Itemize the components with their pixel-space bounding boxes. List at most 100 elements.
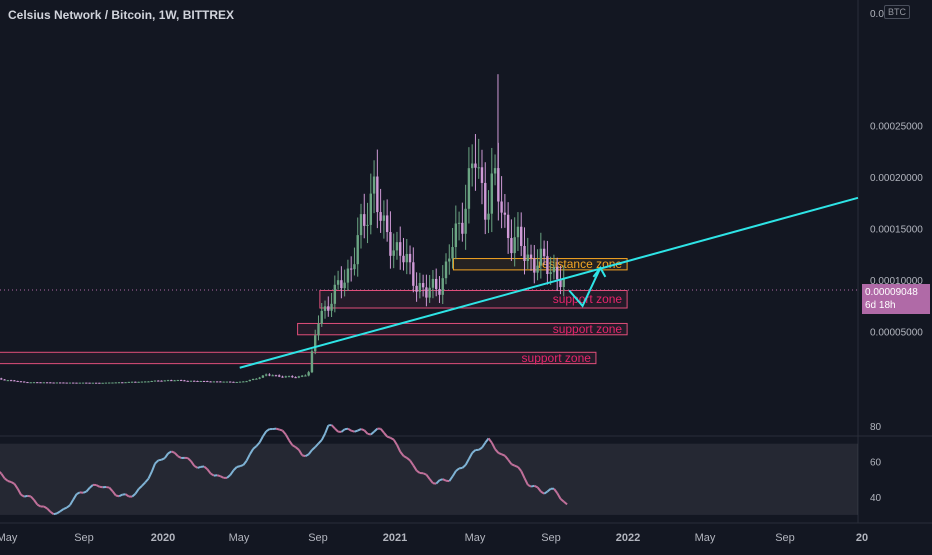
candle-body [484,183,486,220]
candle-body [200,381,202,382]
candle-body [278,375,280,376]
candle-body [144,381,146,382]
candle-body [428,288,430,298]
candle-body [461,223,463,234]
candle-body [353,264,355,269]
currency-badge[interactable]: BTC [884,5,910,19]
candle-body [317,324,319,336]
candle-body [481,167,483,183]
candle-body [370,194,372,225]
time-tick-label: 20 [856,532,868,544]
candle-body [134,382,136,383]
candle-body [229,382,231,383]
candle-body [291,376,293,377]
candle-body [226,382,228,383]
candle-body [442,278,444,295]
price-pane[interactable] [0,0,858,436]
candle-body [124,382,126,383]
candle-body [330,304,332,311]
candle-body [445,261,447,278]
candle-body [245,381,247,382]
candle-body [360,214,362,235]
rsi-segment [459,468,462,469]
candle-body [255,379,257,380]
rsi-segment [511,464,514,465]
candle-body [232,382,234,383]
candle-body [46,382,48,383]
rsi-segment [116,496,119,497]
candle-body [157,381,159,382]
support-zone-box[interactable] [0,352,596,363]
candle-body [556,267,558,279]
rsi-segment [319,440,322,443]
candle-body [213,381,215,382]
candle-body [26,382,28,383]
candle-body [458,223,460,224]
last-price-label: 0.00009048 6d 18h [862,284,930,314]
candle-body [478,167,480,168]
candle-body [10,380,12,381]
rsi-segment [276,429,279,430]
chart-title: Celsius Network / Bitcoin, 1W, BITTREX [8,8,234,22]
candle-body [3,379,5,380]
candle-body [464,209,466,234]
time-tick-label: Sep [775,532,795,544]
candle-body [216,381,218,382]
price-tick-label: 0.00020000 [870,173,923,184]
candle-body [406,254,408,262]
candle-body [510,238,512,253]
candle-body [206,381,208,382]
rsi-segment [198,467,201,468]
candle-body [520,227,522,246]
candle-body [419,283,421,292]
candle-body [435,279,437,289]
candle-body [321,311,323,324]
candle-body [186,381,188,382]
candle-body [252,379,254,380]
rsi-segment [83,492,86,493]
candle-body [392,250,394,255]
candle-body [451,247,453,258]
candle-body [72,383,74,384]
candle-body [389,232,391,256]
candle-body [196,381,198,382]
candle-body [75,383,77,384]
candle-body [101,383,103,384]
time-tick-label: May [0,532,18,544]
support-zone-label: support zone [522,351,592,365]
rsi-segment [440,479,443,480]
candle-body [530,255,532,259]
candle-body [222,382,224,383]
rsi-tick-label: 80 [870,422,882,433]
candle-body [553,267,555,272]
candle-body [340,280,342,288]
candle-body [249,380,251,381]
rsi-segment [24,496,27,497]
candle-body [209,381,211,382]
candle-body [543,249,545,256]
candle-body [285,376,287,377]
candle-body [376,177,378,213]
rsi-segment [302,455,305,456]
candle-body [154,381,156,382]
rsi-segment [106,487,109,488]
rsi-segment [8,481,11,482]
bar-countdown: 6d 18h [865,299,930,312]
candle-body [363,214,365,226]
candle-body [23,382,25,383]
candle-body [533,258,535,272]
candle-body [396,242,398,250]
candle-body [30,382,32,383]
candle-body [402,256,404,262]
candle-body [128,382,130,383]
candle-body [52,383,54,384]
candle-body [108,383,110,384]
candle-body [239,382,241,383]
candle-body [98,383,100,384]
rsi-segment [158,460,161,461]
candle-body [258,378,260,379]
candle-body [412,262,414,286]
candle-body [141,382,143,383]
